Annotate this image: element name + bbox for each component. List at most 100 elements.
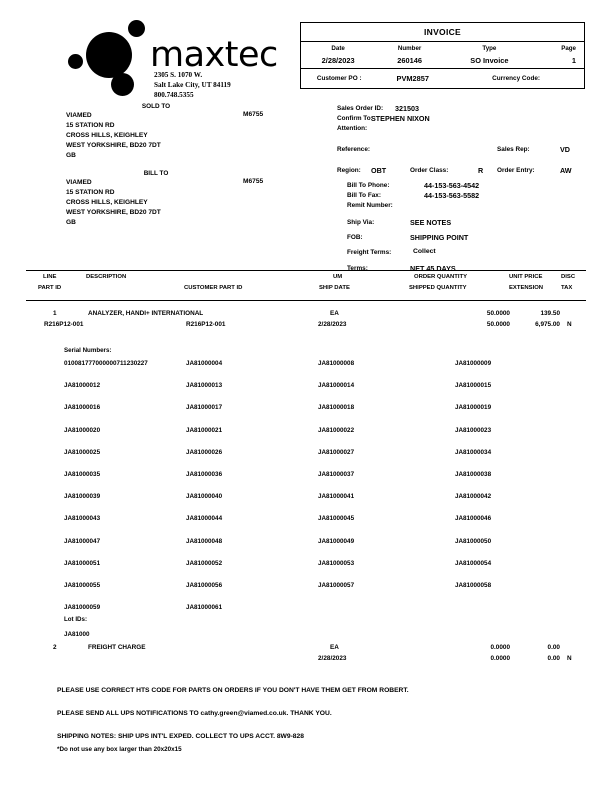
sales-order-value: 321503 xyxy=(395,104,419,113)
invoice-title: INVOICE xyxy=(301,23,584,42)
serial-number: JA81000009 xyxy=(455,360,492,367)
serial-number: JA81000050 xyxy=(455,537,492,545)
serial-number: JA81000056 xyxy=(186,582,223,589)
footer-note-shipping: SHIPPING NOTES: SHIP UPS INT'L EXPED. CO… xyxy=(57,733,304,740)
serial-number: JA81000049 xyxy=(318,537,355,545)
serial-number: JA81000015 xyxy=(455,382,492,390)
serial-number: JA81000041 xyxy=(318,493,355,501)
freight-terms-value: Collect xyxy=(413,248,436,255)
logo-dot-tiny-icon xyxy=(68,54,83,69)
row-um: EA xyxy=(330,310,339,317)
bill-to-address: VIAMED 15 STATION RD CROSS HILLS, KEIGHL… xyxy=(66,179,161,227)
serial-number: JA81000052 xyxy=(186,559,223,567)
sales-rep-label: Sales Rep: xyxy=(497,146,530,153)
invoice-type-cell: Type SO Invoice xyxy=(444,45,535,65)
invoice-page-cell: Page 1 xyxy=(535,45,584,65)
region-value: OBT xyxy=(371,166,387,175)
row-unit-price: 0.00 xyxy=(547,644,560,651)
row-extension: 0.00 xyxy=(547,655,560,662)
serial-number: JA81000012 xyxy=(64,382,101,390)
row-line-number: 2 xyxy=(53,644,57,651)
serial-number: JA81000044 xyxy=(186,515,223,523)
header-disc: DISC xyxy=(561,274,576,280)
invoice-number-cell: Number 260146 xyxy=(375,45,444,65)
terms-label: Terms: xyxy=(347,265,368,272)
serial-number: JA81000018 xyxy=(318,404,355,412)
row-customer-part-id: R216P12-001 xyxy=(186,321,226,328)
bill-to-code: M6755 xyxy=(243,178,264,185)
serial-number: JA81000014 xyxy=(318,382,355,390)
serial-number: JA81000053 xyxy=(318,559,355,567)
confirm-to-label: Confirm To: xyxy=(337,115,373,122)
serial-number: JA81000051 xyxy=(64,559,101,567)
row-shipped-qty: 50.0000 xyxy=(486,321,510,328)
customer-po-value: PVM2857 xyxy=(396,74,430,83)
bill-to-heading: BILL TO xyxy=(143,170,169,177)
serial-number: JA81000022 xyxy=(318,426,355,434)
serial-number: JA81000047 xyxy=(64,537,101,545)
row-description: FREIGHT CHARGE xyxy=(88,644,146,651)
company-address: 2305 S. 1070 W. Salt Lake City, UT 84119… xyxy=(154,71,231,99)
header-shipped-qty: SHIPPED QUANTITY xyxy=(409,285,467,291)
serial-number: JA81000055 xyxy=(64,582,101,589)
serial-number: JA81000046 xyxy=(455,515,492,523)
bill-to-phone-value: 44-153-563-4542 xyxy=(424,181,480,190)
logo-dots-icon xyxy=(66,16,154,96)
row-description: ANALYZER, HANDI+ INTERNATIONAL xyxy=(88,310,204,317)
header-part-id: PART ID xyxy=(38,285,62,291)
sales-rep-value: VD xyxy=(560,145,570,154)
serial-number: JA81000027 xyxy=(318,448,355,456)
reference-label: Reference: xyxy=(337,146,371,153)
invoice-meta-row: Date 2/28/2023 Number 260146 Type SO Inv… xyxy=(301,42,584,69)
row-um: EA xyxy=(330,644,339,651)
serial-number: JA81000058 xyxy=(455,582,492,589)
freight-terms-label: Freight Terms: xyxy=(347,249,392,256)
row-ship-date: 2/28/2023 xyxy=(318,321,347,328)
header-unit-price: UNIT PRICE xyxy=(509,274,543,280)
sold-to-code: M6755 xyxy=(243,111,264,118)
row-ship-date: 2/28/2023 xyxy=(318,655,347,662)
serial-number: JA81000040 xyxy=(186,493,223,501)
serial-number: JA81000061 xyxy=(186,604,223,612)
lot-id-value: JA81000 xyxy=(64,631,90,638)
row-line-number: 1 xyxy=(53,310,57,317)
serial-number: JA81000023 xyxy=(455,426,492,434)
serial-number: JA81000059 xyxy=(64,604,101,612)
invoice-page-label: Page xyxy=(561,45,576,52)
serial-number: JA81000013 xyxy=(186,382,223,390)
line-items-header: LINE PART ID DESCRIPTION CUSTOMER PART I… xyxy=(26,272,586,298)
serial-number: JA81000020 xyxy=(64,426,101,434)
bill-to-fax-label: Bill To Fax: xyxy=(347,192,381,199)
fob-value: SHIPPING POINT xyxy=(410,233,469,242)
serial-number: JA81000036 xyxy=(186,471,223,478)
header-description: DESCRIPTION xyxy=(86,274,127,280)
serial-number: JA81000026 xyxy=(186,448,223,456)
confirm-to-value: STEPHEN NIXON xyxy=(371,114,430,123)
invoice-date-label: Date xyxy=(331,45,345,52)
serial-number: JA81000037 xyxy=(318,471,355,478)
serial-number: JA81000057 xyxy=(318,582,355,589)
region-label: Region: xyxy=(337,167,361,174)
invoice-page-value: 1 xyxy=(571,56,576,65)
header-tax: TAX xyxy=(561,285,573,291)
invoice-type-value: SO Invoice xyxy=(470,56,509,65)
table-top-rule xyxy=(26,270,586,271)
header-line: LINE xyxy=(43,274,57,280)
company-logo: maxtec 2305 S. 1070 W. Salt Lake City, U… xyxy=(66,16,306,99)
header-extension: EXTENSION xyxy=(509,285,544,291)
header-order-qty: ORDER QUANTITY xyxy=(414,274,468,280)
terms-value: NET 45 DAYS xyxy=(410,264,456,273)
row-order-qty: 50.0000 xyxy=(486,310,510,317)
serial-number: JA81000048 xyxy=(186,537,223,545)
sales-order-label: Sales Order ID: xyxy=(337,105,384,112)
serial-number: JA81000045 xyxy=(318,515,355,523)
serial-number: JA81000035 xyxy=(64,471,101,478)
logo-dot-large-icon xyxy=(86,32,132,78)
row-extension: 6,975.00 xyxy=(535,321,560,328)
order-class-label: Order Class: xyxy=(410,167,449,174)
footer-note-box-size: *Do not use any box larger than 20x20x15 xyxy=(57,746,182,753)
invoice-header-box: INVOICE Date 2/28/2023 Number 260146 Typ… xyxy=(300,22,585,89)
serial-number: JA81000019 xyxy=(455,404,492,412)
ship-via-label: Ship Via: xyxy=(347,219,375,226)
serial-number: JA81000038 xyxy=(455,471,492,478)
